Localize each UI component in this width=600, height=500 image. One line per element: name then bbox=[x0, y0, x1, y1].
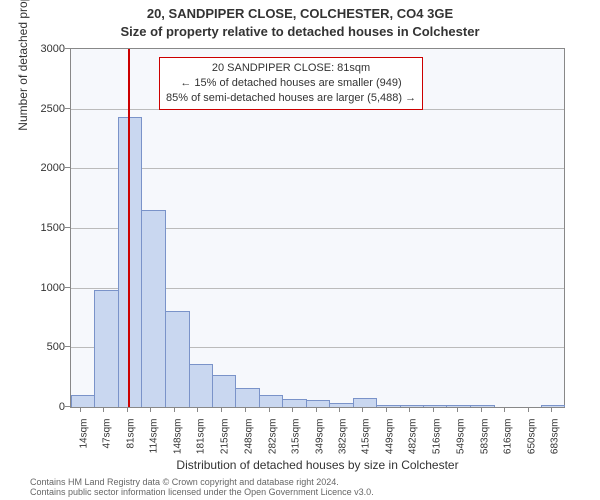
histogram-bar bbox=[376, 405, 401, 407]
histogram-bar bbox=[212, 375, 236, 407]
x-tick bbox=[457, 407, 458, 412]
x-tick bbox=[409, 407, 410, 412]
x-tick bbox=[103, 407, 104, 412]
x-tick-label: 482sqm bbox=[408, 419, 419, 469]
y-tick bbox=[65, 167, 70, 168]
footer-attribution: Contains HM Land Registry data © Crown c… bbox=[30, 478, 374, 498]
x-tick bbox=[386, 407, 387, 412]
histogram-bar bbox=[329, 403, 353, 407]
chart-subtitle: Size of property relative to detached ho… bbox=[0, 24, 600, 39]
annotation-line: ← 15% of detached houses are smaller (94… bbox=[166, 76, 416, 91]
plot-area: 20 SANDPIPER CLOSE: 81sqm← 15% of detach… bbox=[70, 48, 565, 408]
histogram-bar bbox=[235, 388, 260, 407]
histogram-bar bbox=[400, 405, 424, 407]
x-tick bbox=[362, 407, 363, 412]
y-tick bbox=[65, 227, 70, 228]
x-tick bbox=[528, 407, 529, 412]
y-tick bbox=[65, 108, 70, 109]
x-tick bbox=[339, 407, 340, 412]
x-tick bbox=[481, 407, 482, 412]
x-tick-label: 181sqm bbox=[196, 419, 207, 469]
y-tick bbox=[65, 287, 70, 288]
histogram-bar bbox=[189, 364, 213, 407]
histogram-bar bbox=[446, 405, 471, 407]
x-tick bbox=[174, 407, 175, 412]
histogram-bar bbox=[141, 210, 165, 407]
x-tick-label: 14sqm bbox=[78, 419, 89, 469]
x-tick-label: 47sqm bbox=[102, 419, 113, 469]
x-tick bbox=[269, 407, 270, 412]
marker-line bbox=[128, 49, 130, 407]
y-tick bbox=[65, 48, 70, 49]
x-tick-label: 449sqm bbox=[385, 419, 396, 469]
x-tick-label: 683sqm bbox=[550, 419, 561, 469]
footer-line-2: Contains public sector information licen… bbox=[30, 488, 374, 498]
y-tick-label: 1500 bbox=[25, 222, 65, 234]
annotation-line: 20 SANDPIPER CLOSE: 81sqm bbox=[166, 61, 416, 76]
y-tick-label: 1000 bbox=[25, 282, 65, 294]
histogram-bar bbox=[259, 395, 283, 407]
chart-title: 20, SANDPIPER CLOSE, COLCHESTER, CO4 3GE bbox=[0, 6, 600, 21]
x-tick-label: 282sqm bbox=[267, 419, 278, 469]
histogram-bar bbox=[118, 117, 142, 407]
x-tick-label: 382sqm bbox=[338, 419, 349, 469]
x-tick-label: 650sqm bbox=[526, 419, 537, 469]
y-tick-label: 2000 bbox=[25, 162, 65, 174]
x-tick bbox=[504, 407, 505, 412]
y-tick-label: 3000 bbox=[25, 43, 65, 55]
annotation-box: 20 SANDPIPER CLOSE: 81sqm← 15% of detach… bbox=[159, 57, 423, 110]
x-tick bbox=[433, 407, 434, 412]
x-tick-label: 148sqm bbox=[173, 419, 184, 469]
histogram-bar bbox=[353, 398, 377, 407]
y-tick-label: 500 bbox=[25, 341, 65, 353]
x-tick-label: 215sqm bbox=[220, 419, 231, 469]
histogram-bar bbox=[282, 399, 306, 407]
x-tick bbox=[127, 407, 128, 412]
chart-root: { "title_line1": "20, SANDPIPER CLOSE, C… bbox=[0, 0, 600, 500]
histogram-bar bbox=[470, 405, 494, 407]
x-tick bbox=[316, 407, 317, 412]
x-tick-label: 248sqm bbox=[243, 419, 254, 469]
x-tick-label: 549sqm bbox=[455, 419, 466, 469]
gridline-h bbox=[71, 168, 564, 169]
x-tick-label: 81sqm bbox=[126, 419, 137, 469]
histogram-bar bbox=[423, 405, 447, 407]
x-tick-label: 415sqm bbox=[361, 419, 372, 469]
y-tick-label: 0 bbox=[25, 401, 65, 413]
y-tick-label: 2500 bbox=[25, 103, 65, 115]
x-tick bbox=[197, 407, 198, 412]
histogram-bar bbox=[541, 405, 565, 407]
x-tick bbox=[292, 407, 293, 412]
x-tick-label: 349sqm bbox=[314, 419, 325, 469]
x-tick bbox=[150, 407, 151, 412]
x-tick-label: 583sqm bbox=[479, 419, 490, 469]
x-tick bbox=[221, 407, 222, 412]
histogram-bar bbox=[306, 400, 331, 407]
y-tick bbox=[65, 406, 70, 407]
x-tick-label: 114sqm bbox=[149, 419, 160, 469]
histogram-bar bbox=[94, 290, 119, 407]
x-tick bbox=[551, 407, 552, 412]
x-tick-label: 516sqm bbox=[432, 419, 443, 469]
x-tick bbox=[80, 407, 81, 412]
x-tick-label: 616sqm bbox=[502, 419, 513, 469]
annotation-line: 85% of semi-detached houses are larger (… bbox=[166, 91, 416, 106]
histogram-bar bbox=[165, 311, 190, 407]
y-tick bbox=[65, 346, 70, 347]
x-tick-label: 315sqm bbox=[290, 419, 301, 469]
histogram-bar bbox=[71, 395, 95, 407]
x-tick bbox=[245, 407, 246, 412]
